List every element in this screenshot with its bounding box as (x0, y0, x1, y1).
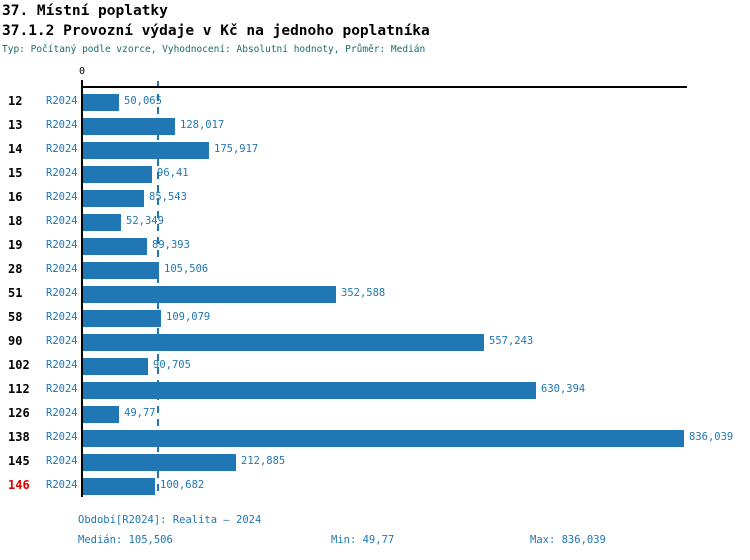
row-id-label: 126 (8, 406, 30, 420)
bar-value-label: 105,506 (164, 263, 209, 275)
footer-median-label: Medián: 105,506 (78, 534, 173, 546)
row-id-label: 112 (8, 382, 30, 396)
bar-value-label: 557,243 (489, 335, 534, 347)
row-id-label: 13 (8, 118, 23, 132)
bar-value-label: 96,41 (157, 167, 189, 179)
footer-min-label: Min: 49,77 (331, 534, 395, 546)
row-id-label: 14 (8, 142, 23, 156)
bar (83, 406, 119, 423)
chart-row: 126 R2024 49,77 (0, 402, 750, 426)
y-axis-line (81, 80, 83, 497)
row-id-label: 18 (8, 214, 23, 228)
bar-value-label: 85,543 (149, 191, 187, 203)
bar-value-label: 90,705 (153, 359, 191, 371)
row-id-label: 51 (8, 286, 23, 300)
bar-value-label: 352,588 (341, 287, 386, 299)
chart-subtitle: Typ: Počítaný podle vzorce, Vyhodnocení:… (2, 44, 426, 55)
row-period-label: R2024 (46, 239, 78, 251)
chart-row: 58 R2024 109,079 (0, 306, 750, 330)
bar-value-label: 49,77 (124, 407, 156, 419)
row-id-label: 102 (8, 358, 30, 372)
bar (83, 190, 144, 207)
bar (83, 214, 121, 231)
row-id-label: 90 (8, 334, 23, 348)
row-period-label: R2024 (46, 215, 78, 227)
bar (83, 478, 155, 495)
row-id-label: 58 (8, 310, 23, 324)
chart-row: 145 R2024 212,885 (0, 450, 750, 474)
row-period-label: R2024 (46, 119, 78, 131)
row-period-label: R2024 (46, 335, 78, 347)
bar (83, 430, 684, 447)
bar (83, 166, 152, 183)
bar (83, 238, 147, 255)
row-period-label: R2024 (46, 191, 78, 203)
bar (83, 286, 336, 303)
row-period-label: R2024 (46, 95, 78, 107)
chart-row: 51 R2024 352,588 (0, 282, 750, 306)
bar-value-label: 212,885 (241, 455, 286, 467)
chart-row: 13 R2024 128,017 (0, 114, 750, 138)
bar-value-label: 50,065 (124, 95, 162, 107)
row-period-label: R2024 (46, 359, 78, 371)
row-period-label: R2024 (46, 167, 78, 179)
bar-value-label: 630,394 (541, 383, 586, 395)
row-id-label: 146 (8, 478, 30, 492)
bar (83, 382, 536, 399)
row-period-label: R2024 (46, 479, 78, 491)
chart-rows: 12 R2024 50,065 13 R2024 128,017 14 R2024 175,91… (0, 90, 750, 498)
footer-max-label: Max: 836,039 (530, 534, 606, 546)
row-id-label: 145 (8, 454, 30, 468)
chart-row: 112 R2024 630,394 (0, 378, 750, 402)
bar (83, 94, 119, 111)
x-axis-top-border (81, 86, 687, 88)
chart-row: 14 R2024 175,917 (0, 138, 750, 162)
bar-value-label: 175,917 (214, 143, 259, 155)
bar (83, 262, 159, 279)
chart-title: 37.1.2 Provozní výdaje v Kč na jednoho p… (2, 23, 430, 39)
chart-row: 15 R2024 96,41 (0, 162, 750, 186)
bar (83, 142, 209, 159)
chart-row: 16 R2024 85,543 (0, 186, 750, 210)
row-period-label: R2024 (46, 383, 78, 395)
bar (83, 310, 161, 327)
report-section-title: 37. Místní poplatky (2, 3, 168, 19)
row-period-label: R2024 (46, 287, 78, 299)
chart-row: 12 R2024 50,065 (0, 90, 750, 114)
row-period-label: R2024 (46, 431, 78, 443)
row-period-label: R2024 (46, 407, 78, 419)
footer-period-label: Období[R2024]: Realita – 2024 (78, 514, 262, 526)
chart-row: 138 R2024 836,039 (0, 426, 750, 450)
row-id-label: 28 (8, 262, 23, 276)
row-id-label: 138 (8, 430, 30, 444)
bar-value-label: 836,039 (689, 431, 734, 443)
chart-row: 18 R2024 52,349 (0, 210, 750, 234)
row-period-label: R2024 (46, 143, 78, 155)
bar (83, 358, 148, 375)
chart-row: 19 R2024 89,393 (0, 234, 750, 258)
bar (83, 334, 484, 351)
chart-row: 28 R2024 105,506 (0, 258, 750, 282)
bar-value-label: 109,079 (166, 311, 211, 323)
chart-row: 90 R2024 557,243 (0, 330, 750, 354)
chart-row: 102 R2024 90,705 (0, 354, 750, 378)
chart-row: 146 R2024 100,682 (0, 474, 750, 498)
row-id-label: 15 (8, 166, 23, 180)
axis-zero-label: 0 (78, 66, 86, 77)
bar-value-label: 128,017 (180, 119, 225, 131)
row-period-label: R2024 (46, 311, 78, 323)
bar-value-label: 100,682 (160, 479, 205, 491)
row-id-label: 19 (8, 238, 23, 252)
row-period-label: R2024 (46, 263, 78, 275)
row-id-label: 12 (8, 94, 23, 108)
bar-value-label: 89,393 (152, 239, 190, 251)
row-period-label: R2024 (46, 455, 78, 467)
row-id-label: 16 (8, 190, 23, 204)
bar-value-label: 52,349 (126, 215, 164, 227)
bar (83, 454, 236, 471)
bar (83, 118, 175, 135)
